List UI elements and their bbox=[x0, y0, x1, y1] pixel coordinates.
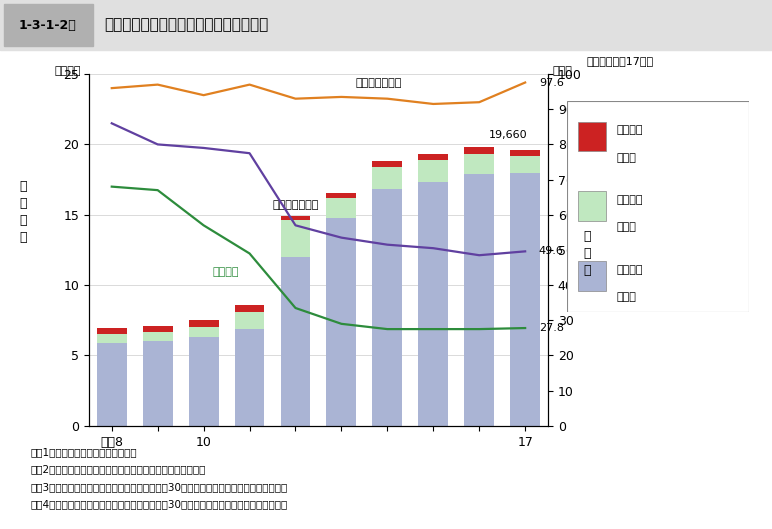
Bar bbox=[372, 189, 402, 426]
Bar bbox=[327, 194, 357, 198]
Text: 検
挙
率: 検 挙 率 bbox=[583, 231, 591, 277]
Bar bbox=[464, 153, 494, 174]
Bar bbox=[188, 337, 218, 426]
Text: 件　数: 件 数 bbox=[616, 153, 636, 162]
Bar bbox=[510, 150, 540, 156]
Text: 全検挙率: 全検挙率 bbox=[213, 267, 239, 277]
Text: 死亡事故: 死亡事故 bbox=[616, 125, 643, 135]
Text: 件　数: 件 数 bbox=[616, 223, 636, 232]
Bar bbox=[578, 122, 605, 151]
Text: 2　「全検挙率」とは、全ひき逃げ事件の検挙率をいう。: 2 「全検挙率」とは、全ひき逃げ事件の検挙率をいう。 bbox=[31, 464, 206, 475]
Text: 件　数: 件 数 bbox=[616, 293, 636, 302]
Bar bbox=[372, 167, 402, 189]
Bar bbox=[235, 312, 265, 329]
Text: 27.8: 27.8 bbox=[539, 323, 564, 333]
Bar bbox=[372, 161, 402, 167]
Text: 軽傷事故: 軽傷事故 bbox=[616, 265, 643, 275]
Bar bbox=[418, 160, 449, 183]
Bar bbox=[96, 343, 127, 426]
Text: 発
生
件
数: 発 生 件 数 bbox=[19, 180, 27, 243]
Bar bbox=[235, 305, 265, 312]
Text: 4　「軽傷」とは、交通事故による１か月（30日）未満の治療を要する負傷をいう。: 4 「軽傷」とは、交通事故による１か月（30日）未満の治療を要する負傷をいう。 bbox=[31, 499, 288, 509]
Bar bbox=[188, 326, 218, 337]
Text: （平成８年～17年）: （平成８年～17年） bbox=[587, 56, 654, 66]
Bar bbox=[464, 174, 494, 426]
Bar bbox=[327, 217, 357, 426]
Bar bbox=[96, 334, 127, 343]
Text: 49.6: 49.6 bbox=[539, 247, 564, 257]
Bar bbox=[510, 172, 540, 426]
Bar bbox=[578, 261, 605, 291]
Bar bbox=[96, 329, 127, 334]
Bar bbox=[280, 257, 310, 426]
Text: 重傷事故検挙率: 重傷事故検挙率 bbox=[273, 200, 319, 209]
Bar bbox=[188, 320, 218, 326]
Bar bbox=[578, 191, 605, 221]
Bar bbox=[143, 341, 173, 426]
Text: 3　「重傷」とは、交通事故による１か月（30日）以上の治療を要する負傷をいう。: 3 「重傷」とは、交通事故による１か月（30日）以上の治療を要する負傷をいう。 bbox=[31, 482, 288, 492]
Text: 重傷事故: 重傷事故 bbox=[616, 195, 643, 205]
Text: 97.6: 97.6 bbox=[539, 78, 564, 87]
Bar bbox=[143, 332, 173, 341]
Bar bbox=[464, 147, 494, 153]
Bar bbox=[280, 221, 310, 257]
Text: 死亡事故検挙率: 死亡事故検挙率 bbox=[355, 78, 401, 88]
Bar bbox=[4, 4, 93, 46]
Bar bbox=[327, 198, 357, 217]
Text: 1-3-1-2図: 1-3-1-2図 bbox=[19, 19, 76, 32]
Text: （％）: （％） bbox=[553, 66, 573, 76]
Bar bbox=[235, 329, 265, 426]
Bar bbox=[418, 153, 449, 160]
Text: 19,660: 19,660 bbox=[489, 130, 527, 140]
Text: （千件）: （千件） bbox=[54, 66, 80, 76]
Text: ひき逃げ事件の発生件数・検挙率の推移: ひき逃げ事件の発生件数・検挙率の推移 bbox=[104, 17, 269, 33]
Bar bbox=[143, 326, 173, 332]
Bar bbox=[418, 183, 449, 426]
Bar bbox=[510, 156, 540, 172]
Bar bbox=[280, 216, 310, 221]
Text: 注、1　警察庁交通局の統計による。: 注、1 警察庁交通局の統計による。 bbox=[31, 447, 137, 457]
